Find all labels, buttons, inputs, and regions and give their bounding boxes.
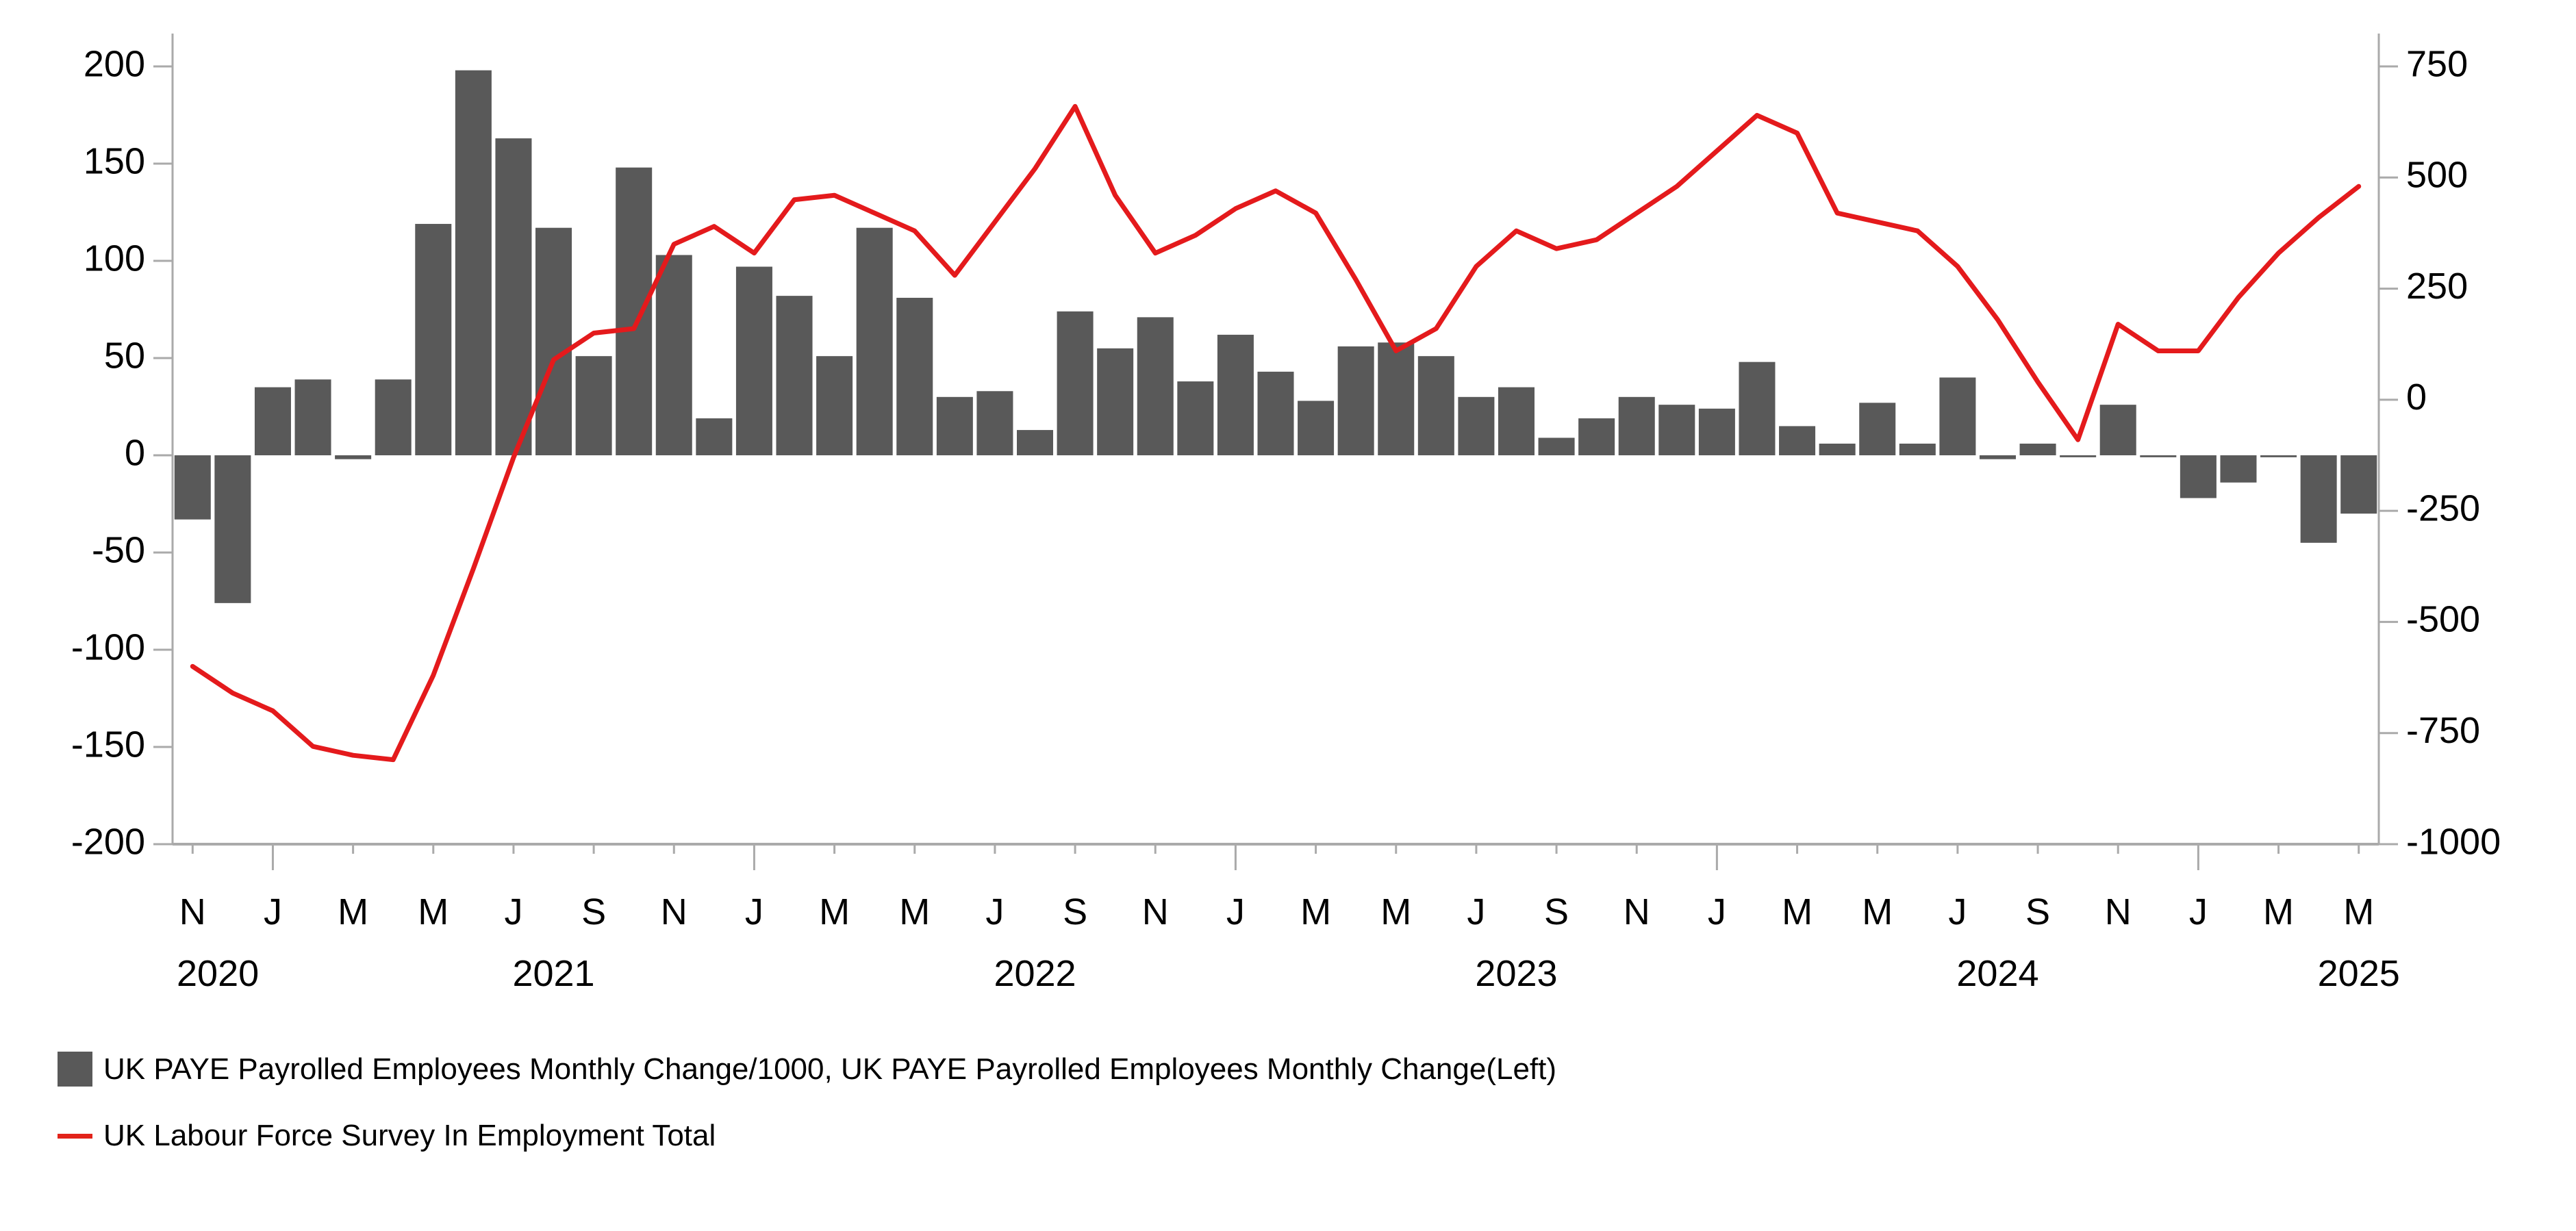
- svg-text:M: M: [819, 891, 850, 932]
- svg-text:0: 0: [125, 432, 145, 473]
- svg-text:-200: -200: [71, 821, 145, 862]
- svg-text:0: 0: [2406, 377, 2427, 418]
- svg-text:N: N: [1142, 891, 1169, 932]
- svg-text:J: J: [2189, 891, 2208, 932]
- svg-text:2021: 2021: [512, 953, 594, 994]
- svg-text:150: 150: [84, 140, 145, 181]
- svg-text:J: J: [1948, 891, 1967, 932]
- svg-text:M: M: [1380, 891, 1411, 932]
- svg-text:2025: 2025: [2318, 953, 2400, 994]
- svg-text:-100: -100: [71, 626, 145, 668]
- svg-text:-150: -150: [71, 724, 145, 765]
- svg-text:J: J: [745, 891, 763, 932]
- svg-text:N: N: [2105, 891, 2132, 932]
- svg-text:-500: -500: [2406, 599, 2480, 640]
- svg-text:J: J: [264, 891, 282, 932]
- svg-text:-50: -50: [92, 529, 145, 570]
- svg-text:S: S: [1544, 891, 1569, 932]
- svg-text:S: S: [581, 891, 606, 932]
- svg-text:M: M: [2263, 891, 2294, 932]
- svg-text:N: N: [661, 891, 687, 932]
- svg-text:J: J: [504, 891, 522, 932]
- svg-text:500: 500: [2406, 155, 2468, 196]
- svg-text:M: M: [1782, 891, 1813, 932]
- svg-text:N: N: [179, 891, 206, 932]
- svg-text:J: J: [985, 891, 1004, 932]
- svg-text:-1000: -1000: [2406, 821, 2501, 862]
- svg-text:N: N: [1624, 891, 1650, 932]
- svg-text:-250: -250: [2406, 487, 2480, 529]
- svg-text:M: M: [418, 891, 449, 932]
- svg-text:J: J: [1226, 891, 1245, 932]
- svg-text:J: J: [1708, 891, 1726, 932]
- svg-text:50: 50: [104, 335, 145, 376]
- svg-text:M: M: [1300, 891, 1331, 932]
- svg-text:2023: 2023: [1475, 953, 1557, 994]
- svg-text:2022: 2022: [994, 953, 1076, 994]
- svg-text:S: S: [1063, 891, 1087, 932]
- svg-text:M: M: [1862, 891, 1893, 932]
- svg-text:2024: 2024: [1956, 953, 2038, 994]
- svg-text:2020: 2020: [177, 953, 259, 994]
- svg-text:100: 100: [84, 238, 145, 279]
- svg-text:J: J: [1467, 891, 1485, 932]
- svg-text:200: 200: [84, 43, 145, 84]
- svg-text:750: 750: [2406, 43, 2468, 84]
- svg-text:S: S: [2025, 891, 2050, 932]
- svg-text:M: M: [2343, 891, 2374, 932]
- svg-text:M: M: [338, 891, 368, 932]
- svg-text:-750: -750: [2406, 710, 2480, 751]
- svg-text:250: 250: [2406, 266, 2468, 307]
- svg-text:M: M: [899, 891, 930, 932]
